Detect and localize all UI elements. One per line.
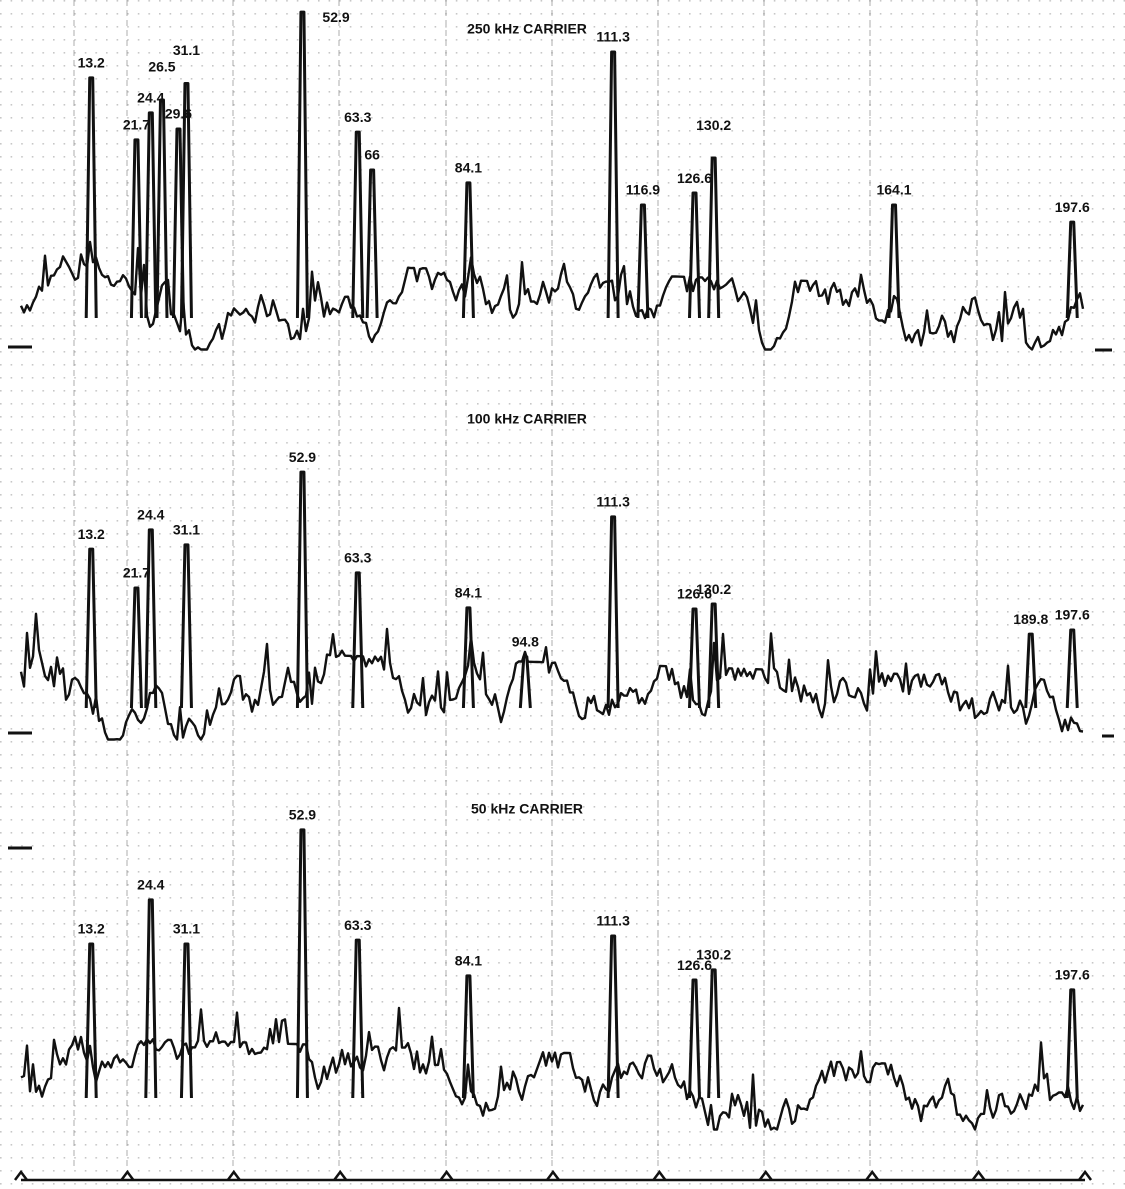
peak-label: 130.2 <box>696 581 731 597</box>
peak-label: 126.6 <box>677 957 712 973</box>
peak <box>84 942 98 1099</box>
peak-label: 13.2 <box>78 921 105 937</box>
peak <box>179 82 193 319</box>
peak <box>351 130 365 319</box>
peak <box>636 203 650 319</box>
peak <box>84 76 98 319</box>
peak <box>144 898 158 1099</box>
peak-label: 24.4 <box>137 90 164 106</box>
peak-label: 84.1 <box>455 160 482 176</box>
peak-label: 24.4 <box>137 877 164 893</box>
peak-label: 13.2 <box>78 55 105 71</box>
peak-label: 116.9 <box>626 182 660 198</box>
peak <box>688 607 702 709</box>
peak-label: 26.5 <box>148 59 175 75</box>
peak-label: 24.4 <box>137 507 164 523</box>
panel-title: 250 kHz CARRIER <box>467 21 587 37</box>
x-tick <box>1078 1169 1092 1181</box>
peak-label: 84.1 <box>455 953 482 969</box>
peak <box>129 586 143 709</box>
peak <box>461 974 475 1099</box>
peak-label: 52.9 <box>289 449 316 465</box>
peak-label: 63.3 <box>344 550 371 566</box>
peak-label: 31.1 <box>173 522 200 538</box>
peak-label: 111.3 <box>596 494 630 510</box>
noise-trace <box>19 240 1085 351</box>
peak <box>606 50 620 319</box>
peak-label: 189.8 <box>1013 611 1048 627</box>
peak <box>351 571 365 709</box>
peak-label: 21.7 <box>123 565 150 581</box>
peak-label: 197.6 <box>1055 967 1090 983</box>
x-tick <box>971 1169 986 1181</box>
baseline-markers <box>8 345 1114 850</box>
peak <box>351 938 365 1099</box>
peak-label: 31.1 <box>173 42 200 58</box>
peak-label: 66 <box>364 147 380 163</box>
peak <box>461 606 475 709</box>
panel-title: 100 kHz CARRIER <box>467 411 587 427</box>
peak-label: 126.6 <box>677 586 712 602</box>
peak <box>1024 632 1038 709</box>
x-tick <box>439 1169 454 1181</box>
peak-label: 52.9 <box>322 9 349 25</box>
peak <box>707 602 721 709</box>
peak <box>606 515 620 709</box>
peak <box>144 111 158 319</box>
peak-label: 63.3 <box>344 917 371 933</box>
peak <box>144 528 158 709</box>
peak-label: 52.9 <box>289 807 316 823</box>
peak <box>1065 220 1079 319</box>
noise-trace <box>20 1006 1085 1131</box>
peak-label: 111.3 <box>596 29 630 45</box>
peak <box>518 655 532 709</box>
peak <box>179 942 193 1099</box>
peak-label: 94.8 <box>512 634 539 650</box>
x-tick <box>226 1169 241 1181</box>
x-tick <box>546 1169 560 1181</box>
peak <box>887 203 901 319</box>
peak <box>707 968 721 1099</box>
peak-label: 197.6 <box>1055 607 1090 623</box>
noise-trace <box>19 612 1084 741</box>
peak-label: 130.2 <box>696 947 731 963</box>
peak-label: 130.2 <box>696 117 731 133</box>
peak <box>688 191 702 319</box>
x-tick <box>865 1169 880 1181</box>
peak <box>707 156 721 319</box>
panel-title: 50 kHz CARRIER <box>471 801 583 817</box>
x-tick <box>14 1169 28 1181</box>
peak <box>1065 988 1079 1099</box>
x-tick <box>333 1169 348 1181</box>
peak <box>295 10 309 319</box>
peak <box>129 138 143 319</box>
peak-label: 31.1 <box>173 921 200 937</box>
peak <box>84 547 98 709</box>
peak-label: 126.6 <box>677 170 712 186</box>
peak-label: 21.7 <box>123 117 150 133</box>
x-tick <box>758 1169 773 1181</box>
peak-label: 84.1 <box>455 585 482 601</box>
peak-label: 13.2 <box>78 526 105 542</box>
x-tick <box>120 1169 135 1181</box>
peak <box>688 978 702 1099</box>
peak-label: 164.1 <box>876 182 911 198</box>
peak-label: 111.3 <box>596 913 630 929</box>
x-tick <box>652 1169 667 1181</box>
peak-label: 63.3 <box>344 109 371 125</box>
peak-label: 197.6 <box>1055 199 1090 215</box>
peak <box>295 828 309 1099</box>
graph-rules <box>73 0 978 1170</box>
peak <box>606 934 620 1099</box>
peak <box>155 98 169 319</box>
peak <box>461 181 475 319</box>
peak <box>1065 628 1079 709</box>
peak <box>365 168 379 319</box>
peak <box>179 543 193 709</box>
peak <box>295 470 309 709</box>
